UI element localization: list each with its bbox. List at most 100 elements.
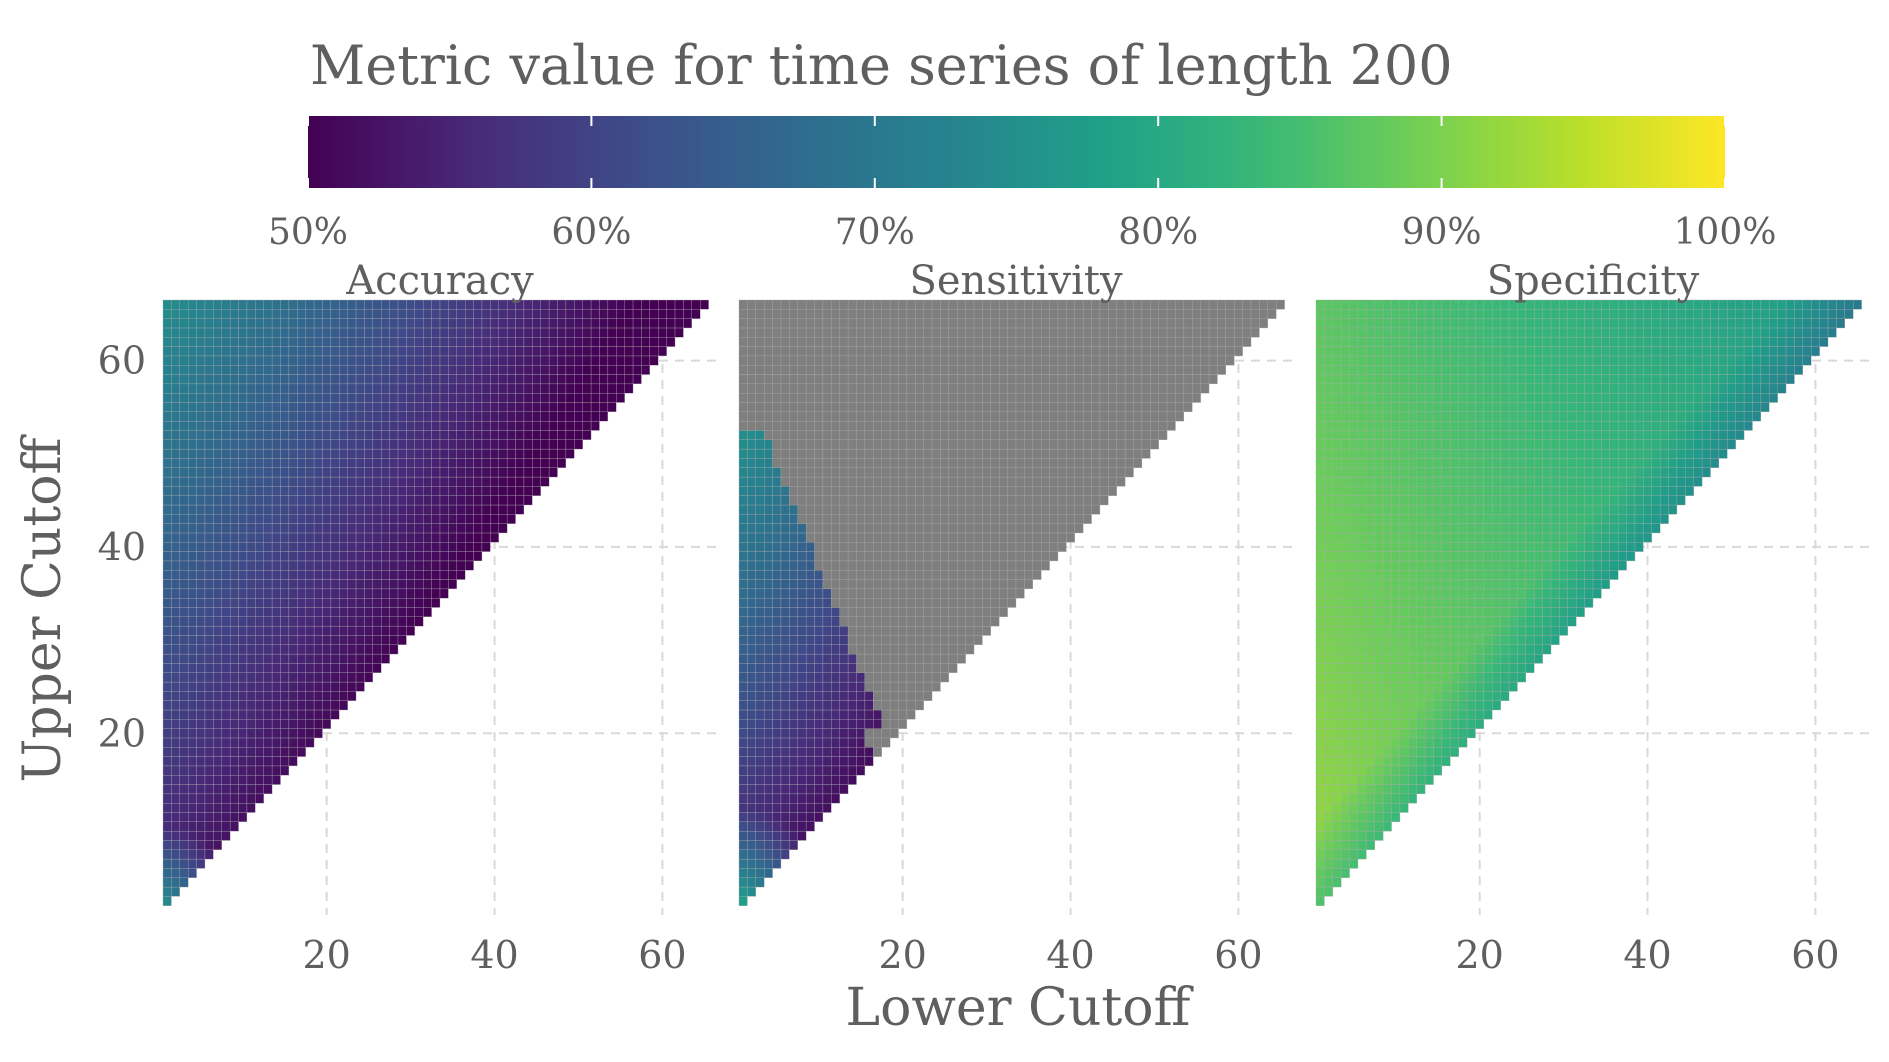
heatmap-cell bbox=[772, 458, 782, 468]
heatmap-cell bbox=[780, 728, 790, 739]
heatmap-cell bbox=[599, 337, 609, 347]
heatmap-cell bbox=[1074, 476, 1084, 487]
heatmap-cell bbox=[982, 570, 991, 580]
heatmap-cell bbox=[738, 299, 748, 310]
heatmap-cell bbox=[738, 625, 748, 636]
heatmap-cell bbox=[814, 784, 824, 795]
heatmap-cell bbox=[1382, 681, 1392, 692]
heatmap-cell bbox=[1133, 309, 1143, 319]
heatmap-cell bbox=[999, 560, 1008, 571]
heatmap-cell bbox=[864, 616, 874, 627]
heatmap-cell bbox=[389, 635, 399, 645]
heatmap-cell bbox=[1315, 803, 1325, 813]
heatmap-cell bbox=[822, 309, 832, 319]
heatmap-cell bbox=[473, 495, 483, 506]
heatmap-cell bbox=[881, 542, 891, 552]
heatmap-cell bbox=[229, 644, 239, 655]
heatmap-cell bbox=[1349, 737, 1359, 748]
heatmap-cell bbox=[1099, 402, 1109, 412]
heatmap-cell bbox=[789, 374, 798, 385]
heatmap-cell bbox=[948, 588, 958, 599]
heatmap-cell bbox=[565, 346, 575, 357]
heatmap-cell bbox=[1441, 644, 1451, 655]
heatmap-cell bbox=[1466, 625, 1476, 636]
heatmap-cell bbox=[822, 681, 832, 692]
heatmap-cell bbox=[288, 672, 298, 683]
heatmap-cell bbox=[297, 700, 306, 711]
heatmap-cell bbox=[448, 551, 457, 562]
heatmap-cell bbox=[456, 495, 466, 506]
heatmap-cell bbox=[873, 607, 882, 617]
heatmap-cell bbox=[557, 327, 567, 338]
heatmap-cell bbox=[839, 346, 849, 357]
heatmap-cell bbox=[1024, 532, 1033, 543]
heatmap-cell bbox=[1234, 327, 1243, 338]
heatmap-cell bbox=[772, 355, 782, 366]
heatmap-cell bbox=[931, 393, 941, 403]
heatmap-cell bbox=[238, 532, 248, 543]
heatmap-cell bbox=[1349, 653, 1359, 664]
heatmap-cell bbox=[839, 784, 849, 795]
heatmap-cell bbox=[1382, 709, 1392, 720]
heatmap-cell bbox=[456, 365, 466, 375]
heatmap-cell bbox=[162, 346, 172, 357]
heatmap-cell bbox=[498, 514, 508, 524]
heatmap-cell bbox=[839, 486, 849, 496]
heatmap-cell bbox=[797, 635, 807, 645]
heatmap-cell bbox=[847, 681, 857, 692]
heatmap-cell bbox=[381, 495, 390, 506]
heatmap-cell bbox=[1324, 765, 1333, 776]
heatmap-cell bbox=[431, 448, 441, 459]
heatmap-cell bbox=[481, 504, 491, 515]
heatmap-cell bbox=[171, 383, 180, 394]
heatmap-cell bbox=[229, 756, 239, 767]
heatmap-cell bbox=[506, 476, 516, 487]
heatmap-cell bbox=[481, 486, 491, 496]
heatmap-cell bbox=[1315, 719, 1325, 729]
heatmap-cell bbox=[898, 542, 908, 552]
heatmap-cell bbox=[764, 784, 773, 795]
heatmap-cell bbox=[1091, 411, 1101, 422]
heatmap-cell bbox=[1032, 346, 1042, 357]
heatmap-cell bbox=[923, 523, 933, 534]
heatmap-cell bbox=[780, 756, 790, 767]
heatmap-cell bbox=[847, 439, 857, 450]
heatmap-cell bbox=[599, 402, 609, 412]
heatmap-cell bbox=[1508, 625, 1518, 636]
heatmap-cell bbox=[957, 467, 966, 478]
heatmap-cell bbox=[1366, 663, 1375, 673]
heatmap-cell bbox=[523, 486, 533, 496]
heatmap-cell bbox=[448, 579, 457, 590]
heatmap-cell bbox=[271, 299, 281, 310]
heatmap-cell bbox=[582, 393, 592, 403]
heatmap-cell bbox=[565, 318, 575, 329]
heatmap-cell bbox=[204, 849, 214, 860]
heatmap-cell bbox=[1382, 588, 1392, 599]
heatmap-cell bbox=[229, 486, 239, 496]
heatmap-cell bbox=[789, 700, 798, 711]
heatmap-cell bbox=[1357, 681, 1367, 692]
heatmap-cell bbox=[364, 663, 374, 673]
heatmap-cell bbox=[364, 393, 374, 403]
heatmap-cell bbox=[171, 784, 180, 795]
heatmap-cell bbox=[847, 765, 857, 776]
heatmap-cell bbox=[1175, 309, 1185, 319]
heatmap-cell bbox=[1332, 868, 1342, 878]
heatmap-cell bbox=[1466, 644, 1476, 655]
heatmap-cell bbox=[313, 681, 323, 692]
heatmap-cell bbox=[789, 318, 798, 329]
heatmap-cell bbox=[940, 607, 950, 617]
heatmap-cell bbox=[1032, 337, 1042, 347]
heatmap-cell bbox=[1366, 700, 1375, 711]
heatmap-cell bbox=[263, 514, 273, 524]
heatmap-cell bbox=[288, 598, 298, 608]
heatmap-cell bbox=[271, 383, 281, 394]
heatmap-cell bbox=[557, 411, 567, 422]
heatmap-cell bbox=[465, 495, 474, 506]
heatmap-cell bbox=[1458, 728, 1468, 739]
heatmap-cell bbox=[188, 849, 197, 860]
heatmap-cell bbox=[856, 691, 866, 701]
heatmap-cell bbox=[805, 775, 815, 785]
heatmap-cell bbox=[915, 644, 924, 655]
heatmap-cell bbox=[557, 430, 567, 440]
